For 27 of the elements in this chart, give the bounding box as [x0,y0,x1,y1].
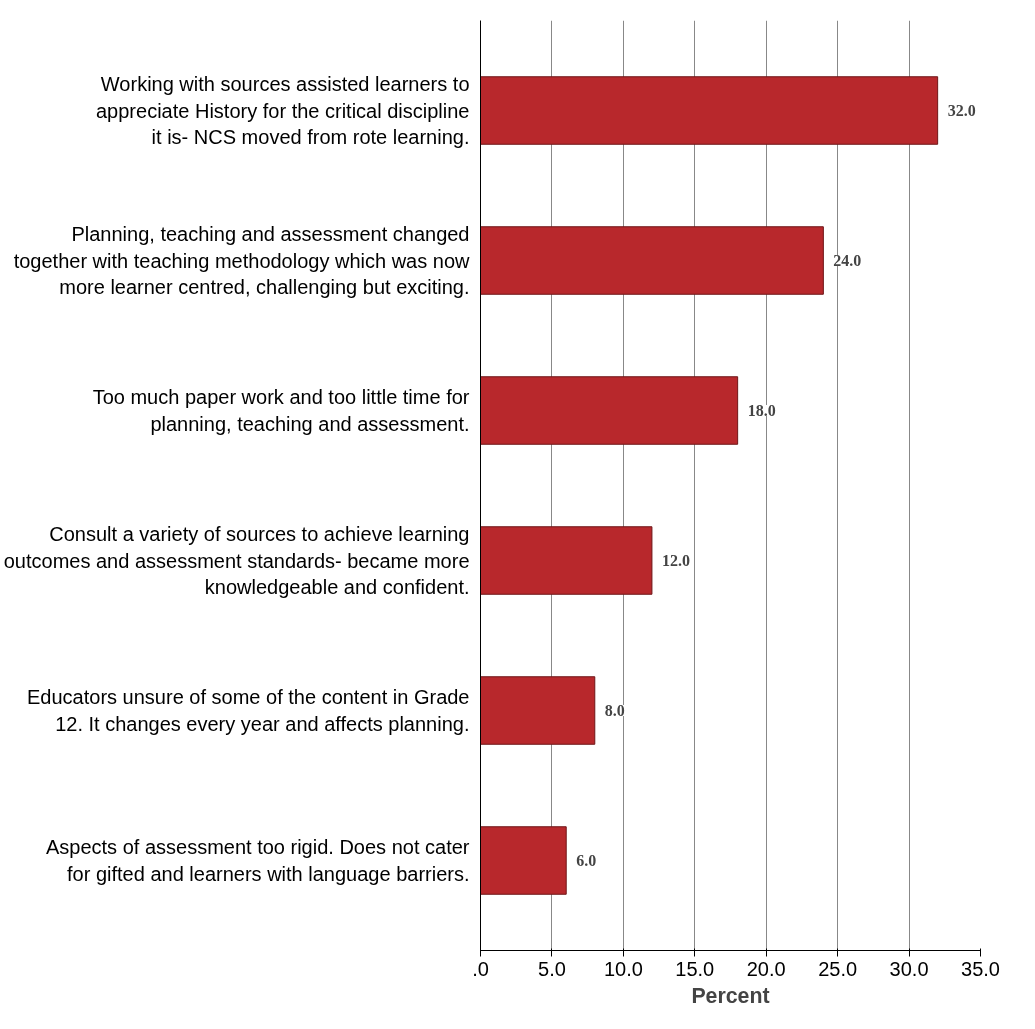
y-tick-label: Working with sources assisted learners to appreciate History for the critical discipline it is- NCS moved from rote learning. [96,73,470,148]
y-tick-label: Educators unsure of some of the content in Grade 12. It changes every year and affects planning. [27,686,470,735]
y-tick-label: Consult a variety of sources to achieve learning outcomes and assessment standards- became more knowledgeable and confident. [3,523,470,598]
x-tick-label: 5.0 [538,957,566,980]
bar [480,826,567,895]
bar [480,376,739,445]
data-label: 18.0 [747,402,776,419]
x-tick-label: .0 [472,957,489,980]
x-tick-label: 10.0 [603,957,643,980]
x-tick-label: 25.0 [818,957,858,980]
x-tick-label: 35.0 [961,957,1000,980]
data-label: 24.0 [833,252,862,269]
bar [480,526,653,595]
x-tick-label: 30.0 [889,957,929,980]
x-tick-label: 15.0 [675,957,715,980]
bar [480,676,596,745]
x-axis-title: Percent [691,983,770,1008]
bar [480,226,824,295]
data-label: 12.0 [661,552,690,569]
y-tick-label: Too much paper work and too little time for planning, teaching and assessment. [92,386,470,435]
y-tick-label: Planning, teaching and assessment changed together with teaching methodology which was now more learner centred, challenging but exciting. [13,223,471,298]
bar [480,76,939,145]
data-label: 6.0 [576,852,597,869]
data-label: 32.0 [947,102,976,119]
x-tick-label: 20.0 [746,957,786,980]
data-label: 8.0 [604,702,625,719]
y-tick-label: Aspects of assessment too rigid. Does not cater for gifted and learners with language barriers. [45,836,470,885]
